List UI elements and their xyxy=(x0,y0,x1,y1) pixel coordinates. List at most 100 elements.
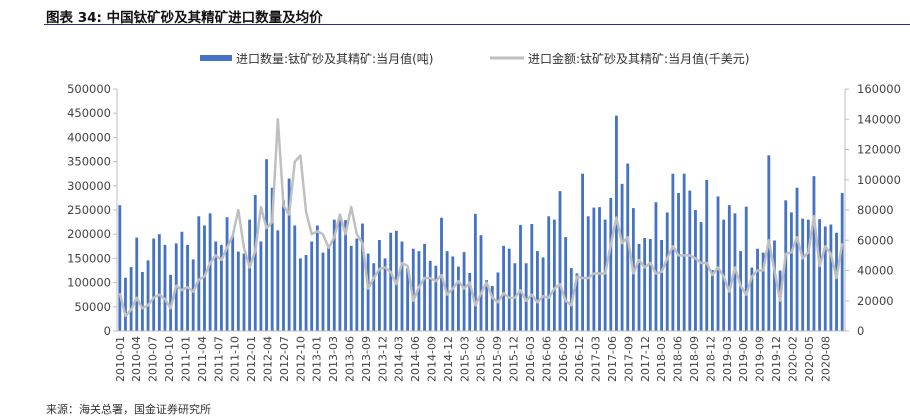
import-volume-bar xyxy=(270,187,274,331)
import-volume-bar xyxy=(694,210,697,331)
import-volume-bar xyxy=(761,252,765,331)
import-volume-bar xyxy=(327,246,331,331)
import-volume-bar xyxy=(124,277,127,331)
import-volume-bar xyxy=(423,243,426,331)
chart-legend: 进口数量:钛矿砂及其精矿:当月值(吨) 进口金额:钛矿砂及其精矿:当月值(千美元… xyxy=(200,51,749,66)
import-volume-bar xyxy=(304,255,308,331)
x-tick-label: 2011-10 xyxy=(229,336,242,382)
import-volume-bar xyxy=(609,197,613,331)
import-volume-bar xyxy=(665,212,669,331)
import-volume-bar xyxy=(682,173,686,331)
y-left-tick-label: 500000 xyxy=(67,82,111,96)
import-volume-bar xyxy=(129,267,133,331)
x-tick-label: 2013-12 xyxy=(376,336,389,382)
import-volume-bar xyxy=(338,219,342,331)
legend-line-label: 进口金额:钛矿砂及其精矿:当月值(千美元) xyxy=(528,51,749,66)
import-volume-bar xyxy=(361,223,364,331)
y-left-tick-label: 100000 xyxy=(67,276,111,290)
import-volume-bar xyxy=(473,213,477,331)
import-volume-bar xyxy=(795,187,799,331)
x-tick-label: 2014-12 xyxy=(442,336,455,382)
import-volume-bar xyxy=(541,257,545,331)
y-right-tick-label: 100000 xyxy=(857,173,901,187)
y-right-tick-label: 20000 xyxy=(857,294,894,308)
import-volume-bar xyxy=(208,213,212,331)
import-volume-bar xyxy=(242,253,246,331)
import-volume-bar xyxy=(231,236,235,331)
x-tick-label: 2017-06 xyxy=(606,336,619,382)
source-note: 来源：海关总署，国金证券研究所 xyxy=(46,403,211,416)
import-volume-bar xyxy=(389,232,393,331)
import-volume-bar xyxy=(451,256,455,331)
import-volume-bar xyxy=(293,225,297,331)
import-volume-bar xyxy=(214,241,218,331)
x-tick-label: 2019-06 xyxy=(737,336,750,382)
import-volume-bar xyxy=(259,241,263,331)
import-volume-bar xyxy=(812,176,816,331)
x-tick-label: 2020-05 xyxy=(803,336,816,382)
x-tick-label: 2019-12 xyxy=(770,336,783,382)
import-volume-bar xyxy=(219,244,223,331)
y-left-tick-label: 450000 xyxy=(67,106,111,120)
import-volume-bar xyxy=(191,259,195,331)
import-volume-bar xyxy=(197,216,201,331)
import-volume-bar xyxy=(321,252,325,331)
title-divider xyxy=(44,24,910,25)
y-right-tick-label: 140000 xyxy=(857,112,901,126)
import-volume-bar xyxy=(253,195,257,331)
x-tick-label: 2013-09 xyxy=(360,336,373,382)
import-volume-bar xyxy=(840,193,844,331)
import-volume-bar xyxy=(315,225,319,331)
import-volume-bar xyxy=(146,260,150,331)
import-volume-bar xyxy=(773,240,776,331)
import-volume-bar xyxy=(750,267,754,331)
y-left-tick-label: 400000 xyxy=(67,130,111,144)
import-volume-bar xyxy=(784,200,788,331)
x-tick-label: 2014-06 xyxy=(409,336,422,382)
y-right-tick-label: 120000 xyxy=(857,143,901,157)
y-right-tick-label: 40000 xyxy=(857,264,894,278)
import-volume-bar xyxy=(152,238,156,331)
x-tick-label: 2010-04 xyxy=(130,336,143,382)
x-tick-label: 2016-03 xyxy=(524,336,537,382)
import-volume-bar xyxy=(355,238,359,331)
x-tick-label: 2010-01 xyxy=(114,336,127,382)
x-tick-label: 2017-12 xyxy=(639,336,652,382)
x-tick-label: 2010-10 xyxy=(163,336,176,382)
import-volume-bar xyxy=(823,226,827,331)
import-volume-bar xyxy=(806,219,810,331)
x-tick-label: 2015-06 xyxy=(475,336,488,382)
import-volume-bar xyxy=(727,205,731,331)
chart-header: 图表 34: 中国钛矿砂及其精矿进口数量及均价 xyxy=(0,0,910,26)
import-volume-bar xyxy=(434,265,438,331)
import-volume-bar xyxy=(332,219,336,331)
x-tick-label: 2013-03 xyxy=(327,336,340,382)
import-volume-bar xyxy=(507,248,511,331)
x-tick-label: 2015-12 xyxy=(508,336,521,382)
import-volume-bar xyxy=(490,285,494,331)
chart-title: 图表 34: 中国钛矿砂及其精矿进口数量及均价 xyxy=(46,10,323,26)
amount-line-series xyxy=(118,118,844,318)
y-left-tick-label: 50000 xyxy=(74,300,111,314)
import-volume-bar xyxy=(789,212,793,331)
import-volume-bar xyxy=(671,173,675,331)
x-tick-label: 2013-01 xyxy=(311,336,324,382)
import-volume-bar xyxy=(598,207,601,331)
x-tick-label: 2018-09 xyxy=(688,336,701,382)
y-left-tick-label: 300000 xyxy=(67,179,111,193)
x-tick-label: 2012-04 xyxy=(261,336,274,382)
import-volume-bar xyxy=(739,251,743,331)
import-volume-bar xyxy=(225,217,229,331)
import-volume-bar xyxy=(468,272,472,331)
x-tick-label: 2019-03 xyxy=(721,336,734,382)
x-tick-label: 2013-06 xyxy=(344,336,357,382)
import-volume-bar xyxy=(801,218,805,331)
import-volume-bar xyxy=(592,207,596,331)
import-volume-bar xyxy=(485,280,489,331)
import-volume-bar xyxy=(547,216,551,331)
import-volume-bar xyxy=(756,248,759,331)
import-volume-bar xyxy=(536,251,539,331)
x-tick-label: 2017-09 xyxy=(622,336,635,382)
import-volume-bar xyxy=(140,271,144,331)
x-tick-label: 2011-07 xyxy=(212,336,225,382)
